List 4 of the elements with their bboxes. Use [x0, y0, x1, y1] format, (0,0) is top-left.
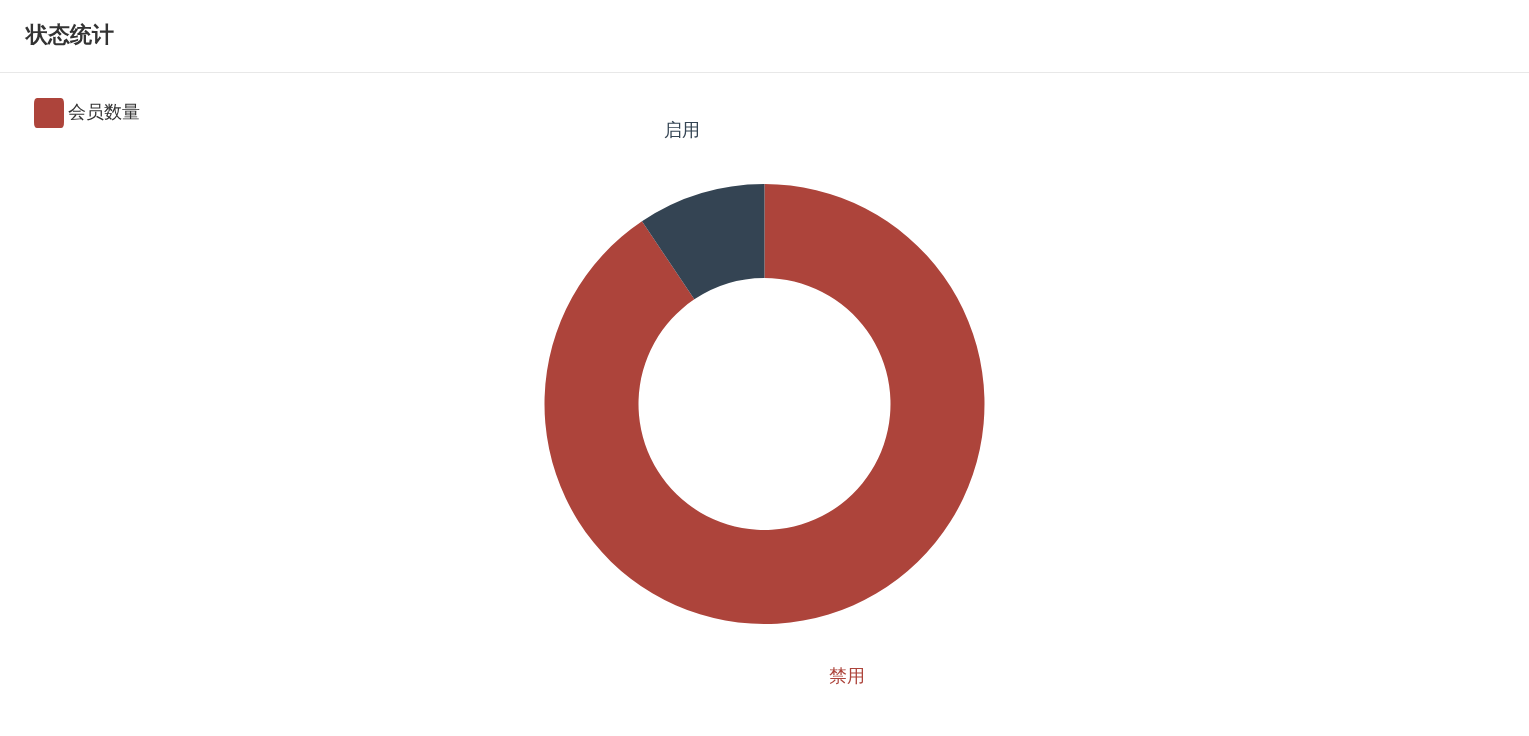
legend-label: 会员数量 [68, 102, 140, 122]
slice-label: 禁用 [829, 665, 866, 686]
slice-label: 启用 [663, 120, 700, 141]
chart-title: 状态统计 [0, 0, 1529, 73]
